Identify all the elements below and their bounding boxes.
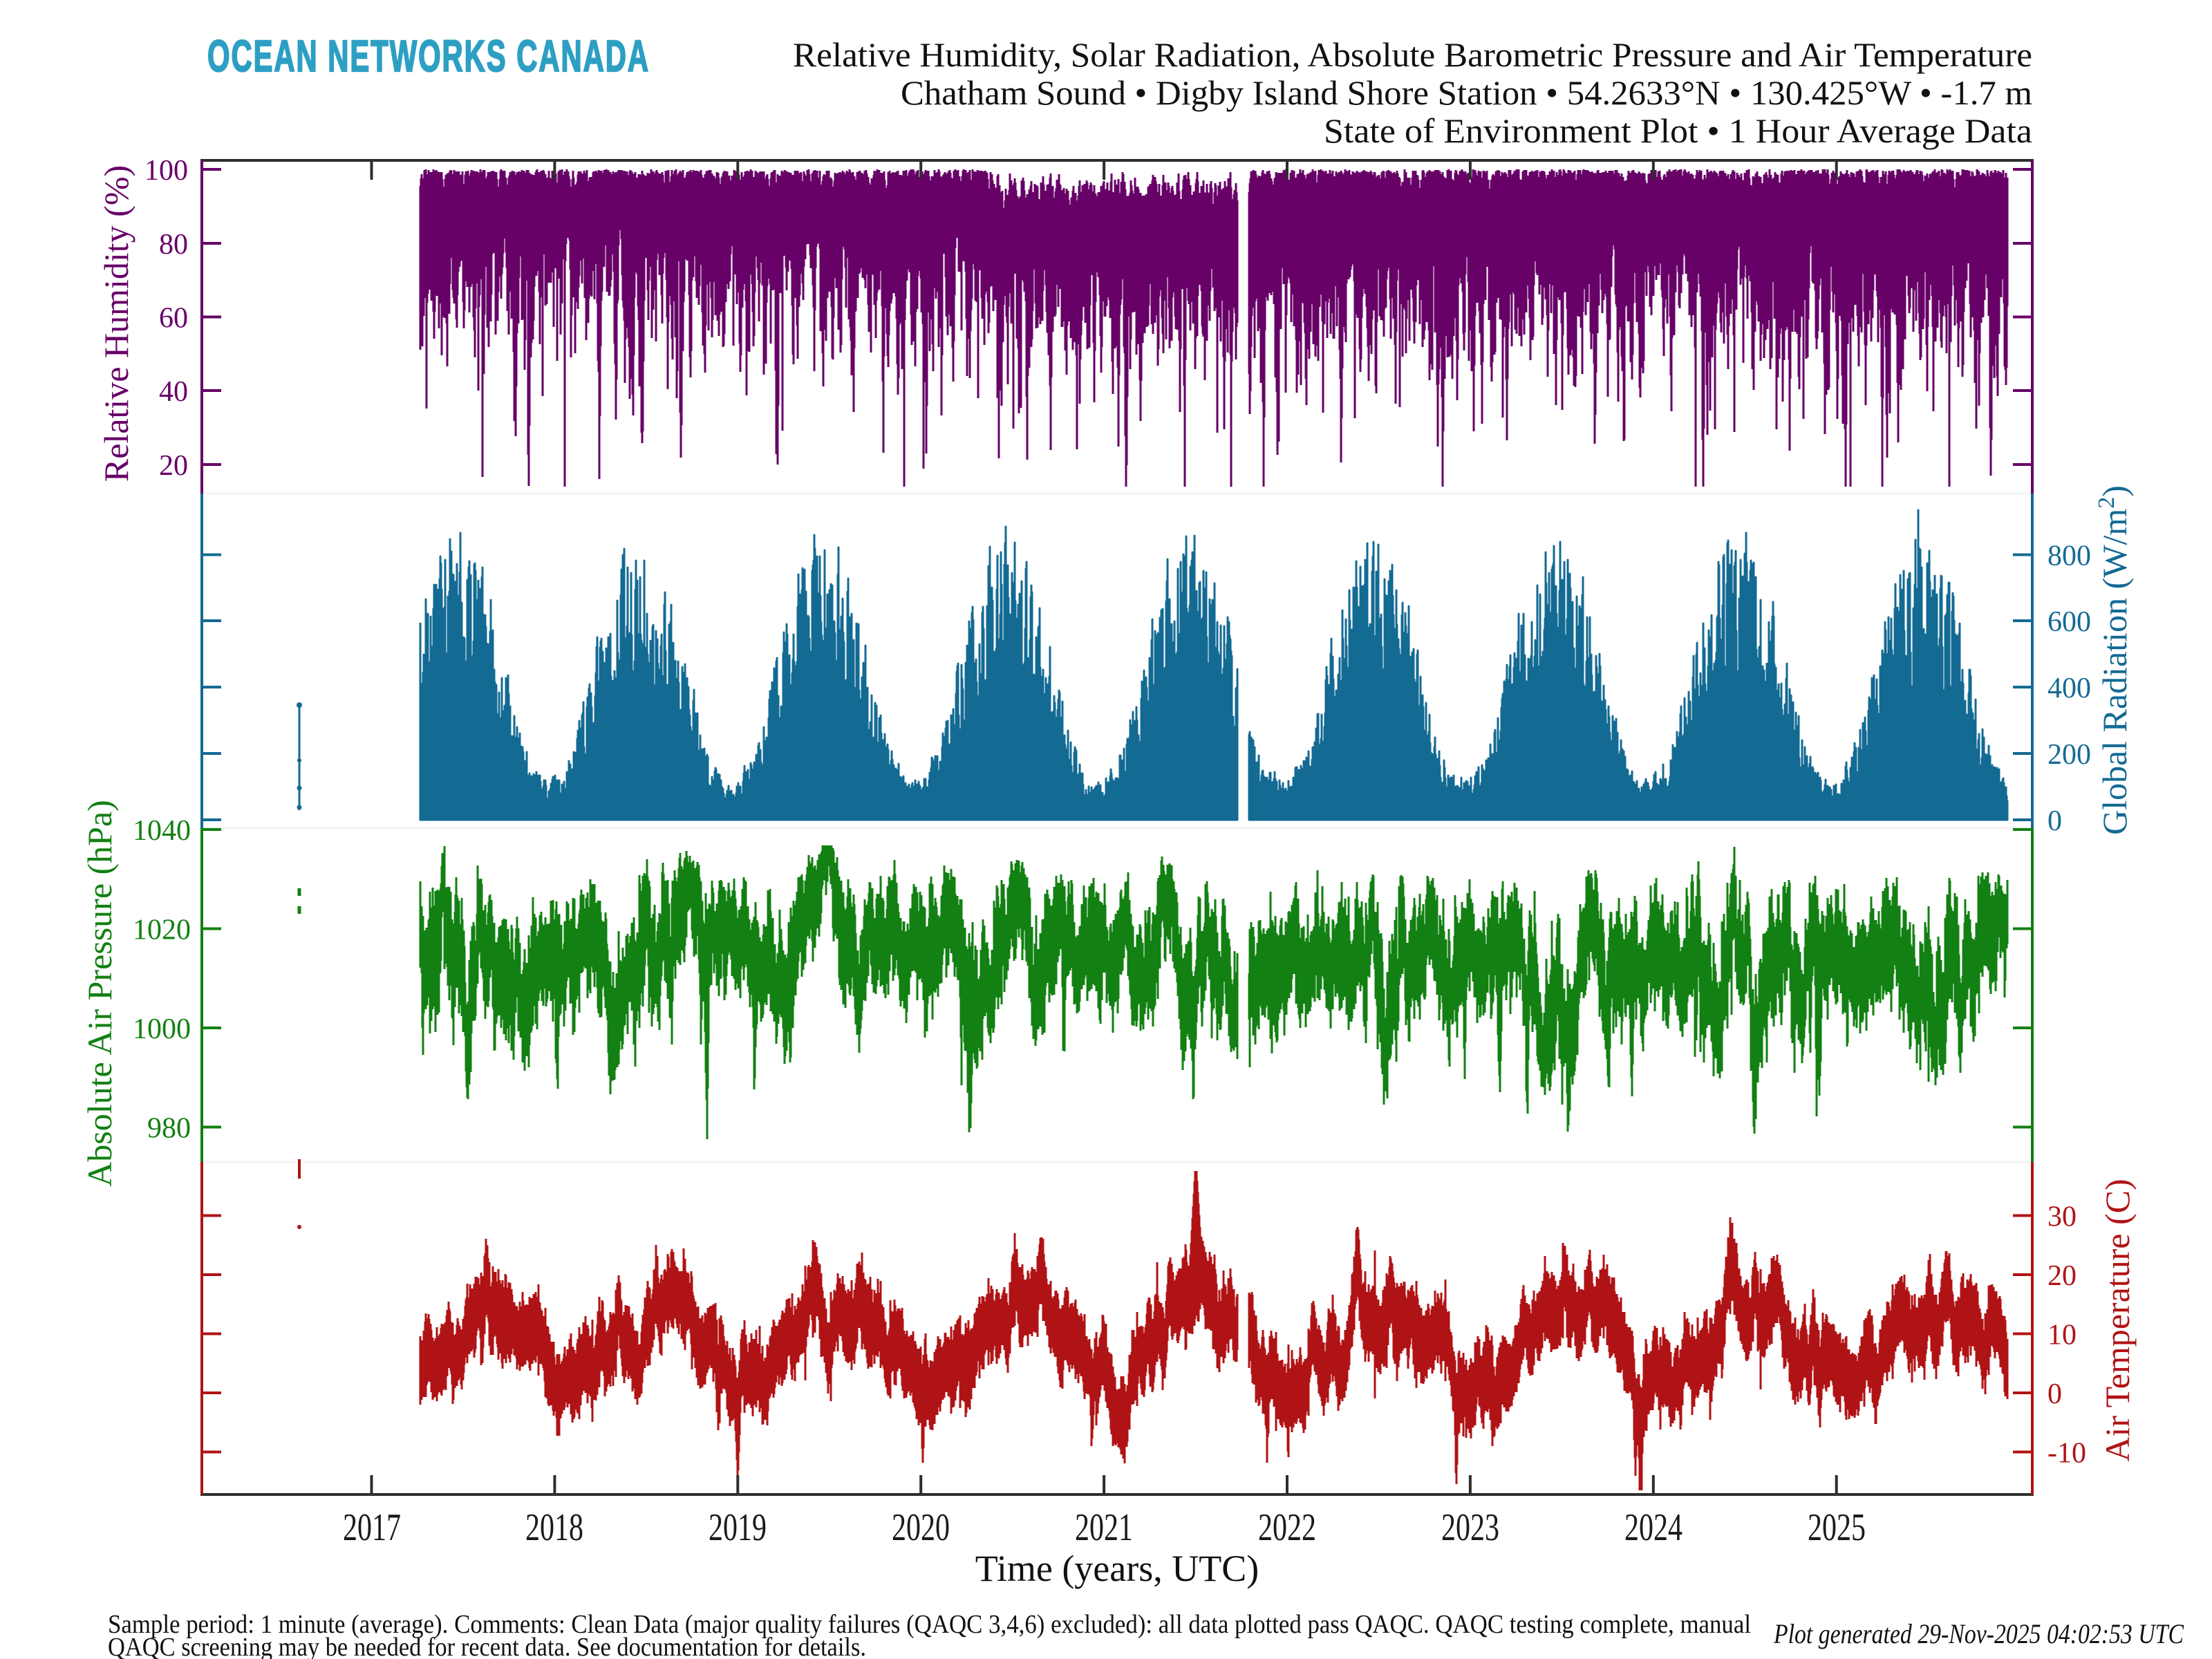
svg-text:1000: 1000 [133, 1013, 191, 1045]
svg-text:20: 20 [159, 450, 188, 482]
svg-text:-10: -10 [2047, 1438, 2086, 1470]
svg-text:400: 400 [2047, 673, 2091, 704]
svg-text:30: 30 [2047, 1201, 2077, 1233]
svg-text:2025: 2025 [1808, 1506, 1866, 1549]
svg-text:80: 80 [159, 229, 188, 261]
svg-text:0: 0 [2047, 1378, 2062, 1410]
svg-text:Time (years, UTC): Time (years, UTC) [975, 1548, 1259, 1589]
svg-text:QAQC screening may be needed f: QAQC screening may be needed for recent … [108, 1633, 866, 1659]
svg-text:200: 200 [2047, 739, 2091, 771]
svg-text:40: 40 [159, 376, 188, 408]
svg-text:2017: 2017 [343, 1506, 401, 1549]
svg-text:10: 10 [2047, 1320, 2077, 1351]
svg-text:2022: 2022 [1258, 1506, 1316, 1549]
svg-text:600: 600 [2047, 606, 2091, 638]
svg-text:Plot generated 29-Nov-2025 04:: Plot generated 29-Nov-2025 04:02:53 UTC [1773, 1618, 2184, 1649]
svg-text:Sample period: 1 minute (avera: Sample period: 1 minute (average). Comme… [108, 1610, 1751, 1639]
svg-text:Relative Humidity, Solar Radia: Relative Humidity, Solar Radiation, Abso… [793, 35, 2032, 74]
svg-text:Absolute Air Pressure (hPa): Absolute Air Pressure (hPa) [80, 800, 119, 1187]
svg-text:2018: 2018 [525, 1506, 583, 1549]
svg-text:Chatham Sound • Digby Island S: Chatham Sound • Digby Island Shore Stati… [901, 73, 2032, 112]
svg-text:980: 980 [147, 1113, 191, 1145]
svg-text:800: 800 [2047, 541, 2091, 572]
svg-text:2024: 2024 [1624, 1506, 1683, 1549]
svg-text:OCEAN NETWORKS CANADA: OCEAN NETWORKS CANADA [207, 31, 650, 81]
svg-text:Global Radiation (W/m2): Global Radiation (W/m2) [2094, 485, 2134, 835]
svg-text:20: 20 [2047, 1260, 2077, 1292]
svg-text:Relative Humidity (%): Relative Humidity (%) [97, 165, 135, 482]
svg-text:2021: 2021 [1075, 1506, 1133, 1549]
svg-text:2023: 2023 [1441, 1506, 1499, 1549]
svg-text:100: 100 [144, 155, 188, 187]
svg-text:1020: 1020 [133, 915, 191, 946]
svg-text:2019: 2019 [709, 1506, 767, 1549]
svg-text:0: 0 [2047, 805, 2062, 837]
svg-text:2020: 2020 [892, 1506, 950, 1549]
svg-text:State of Environment Plot • 1: State of Environment Plot • 1 Hour Avera… [1324, 111, 2032, 150]
svg-text:60: 60 [159, 303, 188, 335]
svg-text:1040: 1040 [133, 815, 191, 847]
svg-text:Air Temperature (C): Air Temperature (C) [2098, 1179, 2137, 1461]
